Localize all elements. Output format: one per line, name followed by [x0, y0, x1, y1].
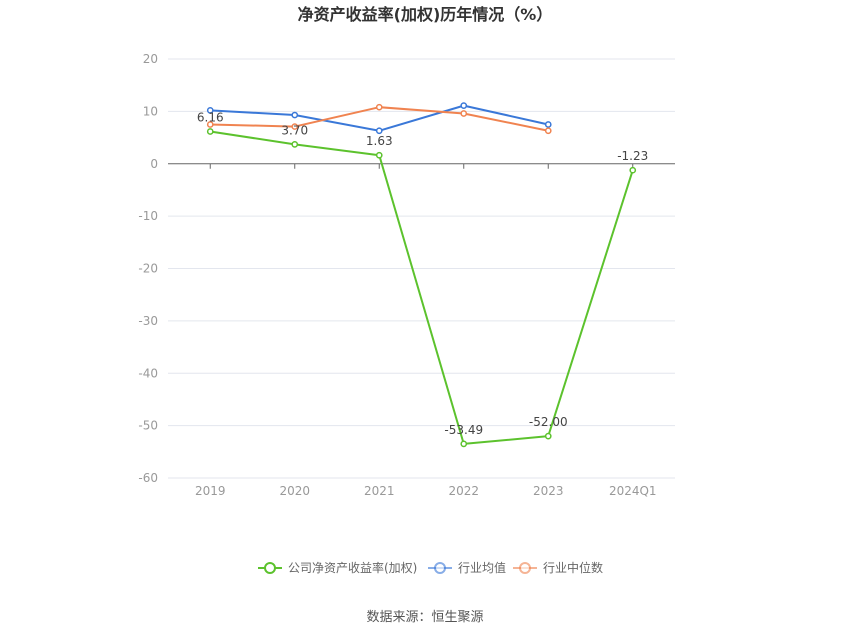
- data-label: -53.49: [444, 423, 483, 437]
- legend-item-0[interactable]: 公司净资产收益率(加权): [258, 560, 417, 575]
- data-point[interactable]: [629, 166, 637, 174]
- y-tick-label: -40: [138, 366, 158, 380]
- legend-marker-icon: [264, 562, 276, 574]
- x-tick-label: 2021: [364, 484, 395, 498]
- series-layer: [206, 102, 637, 448]
- legend-item-2[interactable]: 行业中位数: [513, 560, 603, 575]
- data-point[interactable]: [291, 123, 299, 130]
- data-point[interactable]: [206, 106, 214, 114]
- y-tick-label: -50: [138, 419, 158, 433]
- data-point[interactable]: [206, 128, 214, 135]
- data-label: -1.23: [617, 149, 648, 163]
- data-point[interactable]: [544, 121, 552, 128]
- series-2: [206, 103, 552, 135]
- x-tick-label: 2022: [448, 484, 479, 498]
- data-point[interactable]: [291, 141, 299, 148]
- series-0: [206, 128, 637, 448]
- y-tick-label: -10: [138, 209, 158, 223]
- data-point[interactable]: [375, 127, 383, 135]
- series-line: [210, 130, 634, 445]
- y-tick-label: -60: [138, 471, 158, 485]
- legend-label: 行业中位数: [543, 560, 603, 575]
- data-point[interactable]: [544, 127, 552, 135]
- x-tick-label: 2019: [195, 484, 226, 498]
- data-point[interactable]: [460, 102, 468, 109]
- y-tick-label: 10: [143, 104, 158, 118]
- legend-label: 行业均值: [458, 560, 506, 575]
- chart-title: 净资产收益率(加权)历年情况（%）: [298, 5, 553, 24]
- series-1: [206, 102, 552, 135]
- x-tick-label: 2024Q1: [609, 484, 657, 498]
- legend-label: 公司净资产收益率(加权): [288, 560, 417, 575]
- legend-marker-icon: [434, 562, 446, 574]
- data-point[interactable]: [544, 432, 552, 440]
- data-label: 6.16: [197, 110, 224, 124]
- data-point[interactable]: [375, 103, 383, 111]
- series-line: [210, 106, 549, 132]
- y-tick-label: -30: [138, 314, 158, 328]
- data-point[interactable]: [460, 110, 468, 117]
- legend[interactable]: 公司净资产收益率(加权) 行业均值 行业中位数: [258, 560, 603, 575]
- legend-item-1[interactable]: 行业均值: [428, 560, 506, 575]
- data-label: -52.00: [529, 415, 568, 429]
- data-point[interactable]: [206, 121, 214, 128]
- y-tick-label: -20: [138, 262, 158, 276]
- data-point[interactable]: [375, 151, 383, 159]
- y-tick-label: 20: [143, 52, 158, 66]
- data-label: 3.70: [281, 123, 308, 137]
- axes: 20 10 0 -10 -20 -30 -40 -50 -60 2019 2020 2021 2022 2…: [138, 52, 675, 498]
- x-tick-label: 2020: [279, 484, 310, 498]
- data-point[interactable]: [291, 111, 299, 119]
- data-source-note: 数据来源：恒生聚源: [366, 610, 483, 625]
- y-tick-label: 0: [150, 157, 158, 171]
- data-point[interactable]: [460, 440, 468, 448]
- grid-lines: [168, 58, 675, 479]
- data-labels: 6.16 3.70 1.63 -53.49 -52.00 -1.23: [197, 110, 648, 436]
- legend-marker-icon: [519, 562, 531, 574]
- x-tick-label: 2023: [533, 484, 564, 498]
- data-label: 1.63: [366, 134, 393, 148]
